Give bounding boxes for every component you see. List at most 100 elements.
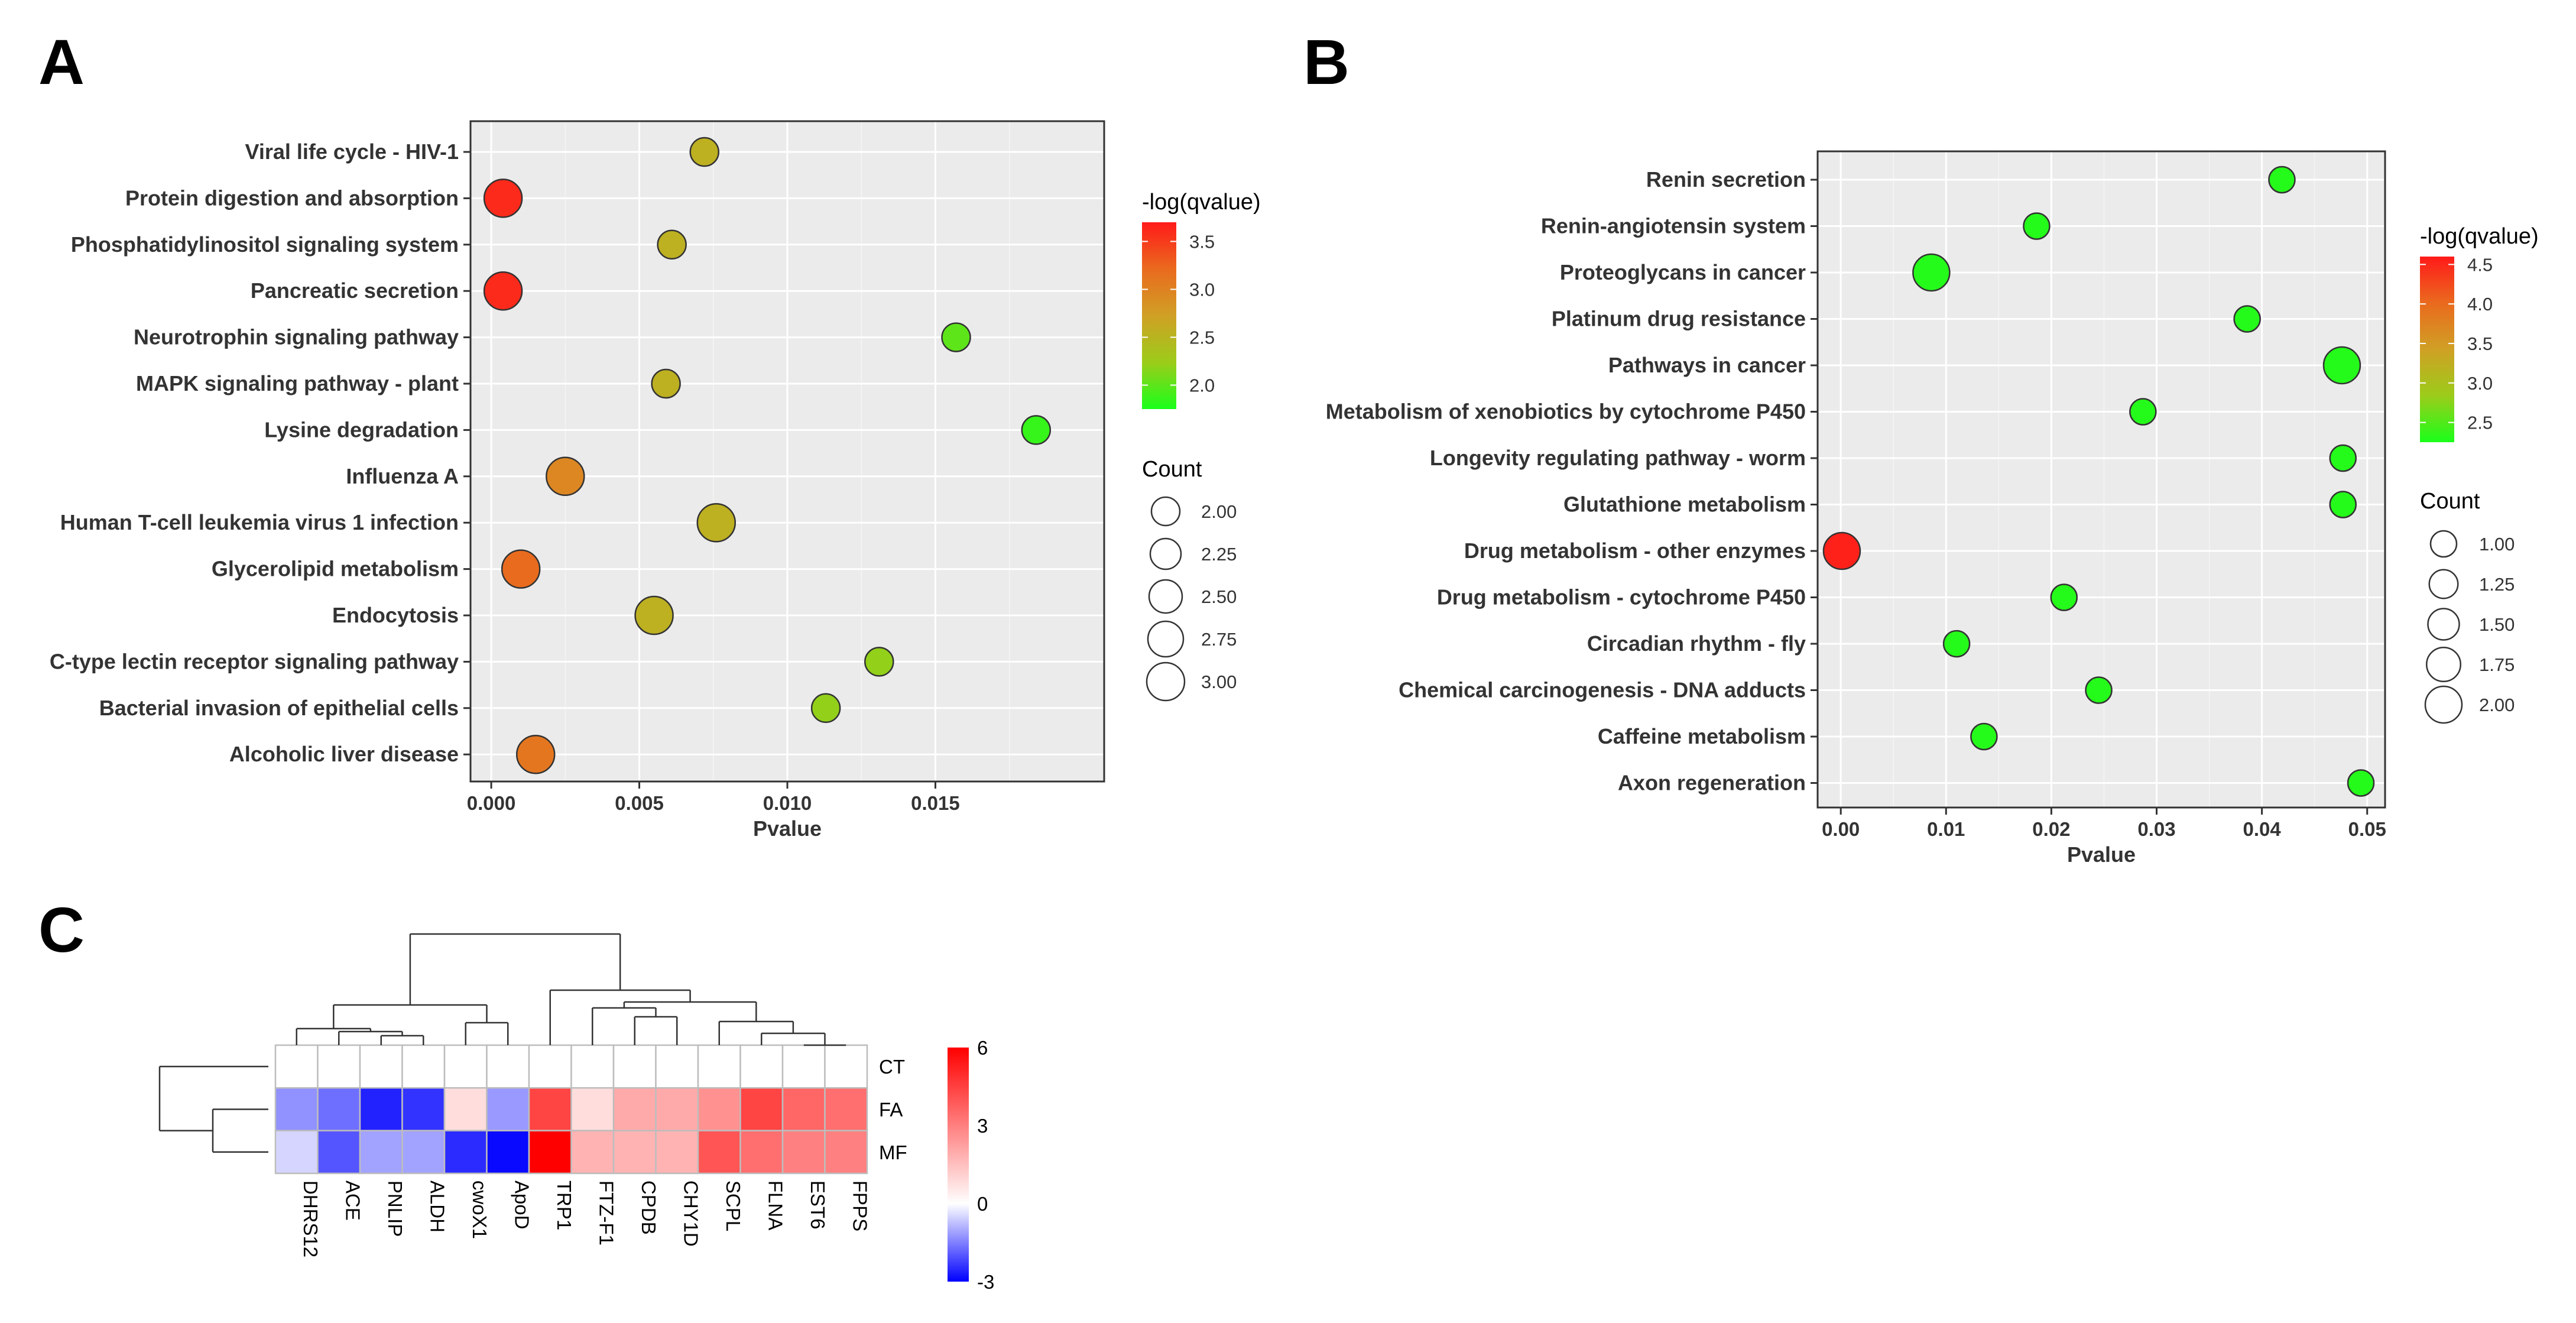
data-point [501,549,541,589]
colorbar-label: 0 [977,1193,988,1215]
size-legend-label: 1.75 [2479,654,2515,675]
category-label: Phosphatidylinositol signaling system [71,232,459,257]
category-label: Human T-cell leukemia virus 1 infection [60,510,459,534]
size-legend-circle [2427,608,2460,641]
heatmap-cell [401,1130,446,1175]
colorbar-label: 3 [977,1115,988,1137]
data-point [2085,676,2113,704]
category-label: Metabolism of xenobiotics by cytochrome … [1326,400,1806,424]
color-legend-label: 2.5 [2467,413,2493,433]
heatmap-row-label: MF [879,1142,907,1163]
heatmap-column-label: ALDH [426,1181,448,1233]
category-label: C-type lectin receptor signaling pathway [50,649,459,673]
color-legend-label: 3.0 [2467,373,2493,394]
data-point [810,693,841,724]
category-label: Pancreatic secretion [251,278,459,303]
category-label: Proteoglycans in cancer [1560,260,1806,284]
category-label: Pathways in cancer [1608,353,1806,377]
data-point [634,595,674,635]
heatmap-cell [401,1044,446,1089]
category-label: Axon regeneration [1618,771,1806,795]
panel-letter-a: A [38,26,85,98]
heatmap-cell [486,1087,530,1131]
data-point [2129,398,2157,426]
size-legend-label: 2.25 [1201,544,1237,565]
heatmap-cell [359,1087,403,1131]
data-point [2233,305,2261,333]
heatmap-cell [274,1044,319,1089]
x-tick-label: 0.03 [2137,818,2175,840]
category-label: Protein digestion and absorption [125,186,459,210]
data-point [2023,212,2051,240]
plot-panel-border [469,120,1105,783]
color-legend-title: -log(qvalue) [1142,190,1261,215]
size-legend-label: 1.25 [2479,574,2515,595]
data-point [941,322,971,352]
plot-panel-border [1816,150,2386,809]
heatmap-cell [317,1130,361,1175]
data-point [651,368,681,399]
size-legend-label: 1.00 [2479,534,2515,555]
color-legend-title: -log(qvalue) [2420,224,2539,249]
x-tick-label: 0.04 [2243,818,2281,840]
heatmap-cell [274,1130,319,1175]
heatmap-cell [739,1130,784,1175]
color-legend-label: 3.0 [1189,279,1215,300]
color-legend-label: 2.5 [1189,327,1215,348]
x-axis-title: Pvalue [2067,842,2136,867]
data-point [1912,253,1951,292]
heatmap-cell [570,1130,615,1175]
colorbar [948,1048,969,1282]
category-label: Glutathione metabolism [1563,492,1806,517]
colorbar-label: -3 [977,1271,994,1293]
color-legend-label: 4.5 [2467,254,2493,275]
size-legend-title: Count [1142,457,1202,482]
chart-b-enrichment-dotplot: 0.00 0.01 0.02 0.03 0.04 0.05 Renin secretion R… [1326,150,2539,867]
colorbar-label: 6 [977,1037,988,1059]
category-label: Chemical carcinogenesis - DNA adducts [1399,678,1806,702]
heatmap-cell [528,1087,572,1131]
heatmap-cell [443,1044,488,1089]
heatmap-column-label: DHRS12 [300,1181,322,1257]
x-tick-label: 0.010 [763,792,812,814]
category-label: Influenza A [346,464,459,488]
category-label: Drug metabolism - other enzymes [1464,539,1806,563]
data-point [2329,491,2357,518]
size-legend-title: Count [2420,489,2480,514]
category-label: MAPK signaling pathway - plant [136,371,459,395]
heatmap-row-label: FA [879,1098,903,1120]
heatmap-column-label: ApoD [511,1181,533,1230]
data-point [515,734,556,774]
size-legend-label: 2.00 [2479,695,2515,715]
heatmap-cell [443,1130,488,1175]
heatmap-cell [697,1130,741,1175]
heatmap-cell [781,1044,826,1089]
size-legend-label: 2.75 [1201,629,1237,650]
category-label: Longevity regulating pathway - worm [1430,446,1806,470]
heatmap-column-label: PNLIP [384,1181,406,1237]
heatmap-cell [781,1130,826,1175]
size-legend-circle [2424,685,2463,724]
heatmap-column-label: EST6 [807,1181,829,1230]
x-tick-label: 0.01 [1927,818,1965,840]
heatmap-cell [655,1130,699,1175]
category-label: Viral life cycle - HIV-1 [245,140,459,164]
data-point [2347,769,2375,797]
heatmap-cell [824,1130,868,1175]
color-legend-label: 3.5 [1189,231,1215,252]
category-label: Drug metabolism - cytochrome P450 [1437,585,1806,609]
heatmap-cell [528,1044,572,1089]
data-point [546,456,585,497]
size-legend-circle [2428,569,2459,599]
heatmap-cell [655,1087,699,1131]
data-point [1822,531,1861,570]
heatmap-cell [359,1130,403,1175]
x-tick-label: 0.02 [2032,818,2070,840]
heatmap-cell [401,1087,446,1131]
x-axis-title: Pvalue [753,816,822,841]
heatmap-column-label: ACE [342,1181,364,1221]
heatmap-column-label: SCPL [722,1181,744,1231]
heatmap-cell [612,1130,657,1175]
color-legend-label: 3.5 [2467,333,2493,354]
panel-letter-c: C [38,894,85,965]
